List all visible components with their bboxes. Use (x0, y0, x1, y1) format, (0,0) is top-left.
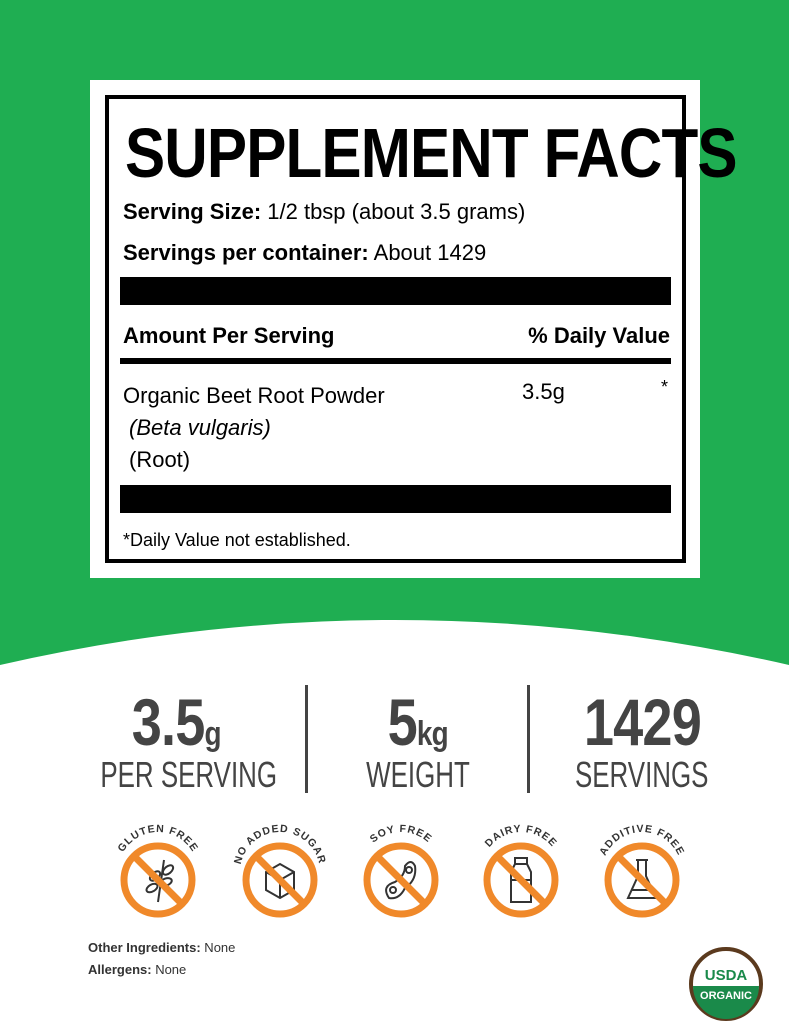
badge-label: SOY FREE (368, 823, 435, 845)
stat-value: 3.5g (131, 684, 222, 760)
badge-soy-free: SOY FREE (351, 822, 451, 922)
supplement-facts-panel: SUPPLEMENT FACTS Serving Size: 1/2 tbsp … (90, 80, 738, 578)
badge-gluten-free: GLUTEN FREE (108, 822, 208, 922)
ingredient-dv: * (660, 377, 668, 397)
organic-text: ORGANIC (700, 990, 752, 1002)
other-ingredients: Other Ingredients: None (88, 940, 235, 955)
allergens-value: None (151, 962, 187, 977)
ingredient-name: Organic Beet Root Powder (123, 383, 385, 408)
stat-label: SERVINGS (575, 754, 709, 795)
badge-no-added-sugar: NO ADDED SUGAR (230, 822, 330, 922)
ingredient-latin: (Beta vulgaris) (129, 415, 271, 440)
stat-label: PER SERVING (100, 754, 278, 795)
ingredient-part: (Root) (129, 447, 191, 472)
stat-label: WEIGHT (366, 754, 470, 795)
prohibited-icon (483, 842, 559, 918)
prohibited-icon (120, 842, 196, 918)
prohibited-icon (604, 842, 680, 918)
stat-unit: kg (417, 715, 449, 753)
stat-number: 5 (387, 685, 418, 759)
serving-size-value: 1/2 tbsp (about 3.5 grams) (261, 199, 526, 224)
bottom-divider (120, 485, 671, 513)
stat-divider (527, 685, 530, 793)
serving-size: Serving Size: 1/2 tbsp (about 3.5 grams) (123, 199, 525, 225)
facts-border: SUPPLEMENT FACTS Serving Size: 1/2 tbsp … (105, 95, 738, 563)
allergens: Allergens: None (88, 962, 186, 977)
badge-label: ADDITIVE FREE (597, 823, 687, 858)
amount-header: Amount Per Serving (123, 323, 335, 348)
stat-divider (305, 685, 308, 793)
facts-title: SUPPLEMENT FACTS (125, 114, 738, 192)
servings-label: Servings per container: (123, 240, 369, 265)
stat-unit: g (204, 715, 221, 753)
badge-label: GLUTEN FREE (115, 823, 200, 854)
dv-header: % Daily Value (528, 323, 670, 348)
footnote: *Daily Value not established. (123, 530, 351, 550)
other-ingredients-label: Other Ingredients: (88, 940, 201, 955)
white-curve (0, 620, 789, 705)
stat-number: 3.5 (131, 685, 206, 759)
soybean-icon (385, 861, 417, 900)
stat-number: 1429 (583, 685, 701, 759)
other-ingredients-value: None (200, 940, 236, 955)
usda-organic-seal: USDA ORGANIC (689, 947, 763, 1021)
thick-divider (120, 277, 671, 305)
prohibited-icon (242, 842, 318, 918)
serving-size-label: Serving Size: (123, 199, 262, 224)
badge-dairy-free: DAIRY FREE (471, 822, 571, 922)
stat-servings: 1429 SERVINGS (532, 684, 752, 796)
servings-value: About 1429 (368, 240, 487, 265)
stat-value: 5kg (387, 684, 449, 760)
badge-additive-free: ADDITIVE FREE (592, 822, 692, 922)
header-divider (120, 358, 671, 364)
stat-weight: 5kg WEIGHT (308, 684, 528, 796)
stat-per-serving: 3.5g PER SERVING (66, 684, 286, 796)
servings-per-container: Servings per container: About 1429 (123, 240, 486, 266)
ingredient-amount: 3.5g (522, 379, 565, 404)
usda-text: USDA (705, 967, 748, 984)
prohibited-icon (363, 842, 439, 918)
stat-value: 1429 (583, 684, 701, 760)
allergens-label: Allergens: (88, 962, 152, 977)
